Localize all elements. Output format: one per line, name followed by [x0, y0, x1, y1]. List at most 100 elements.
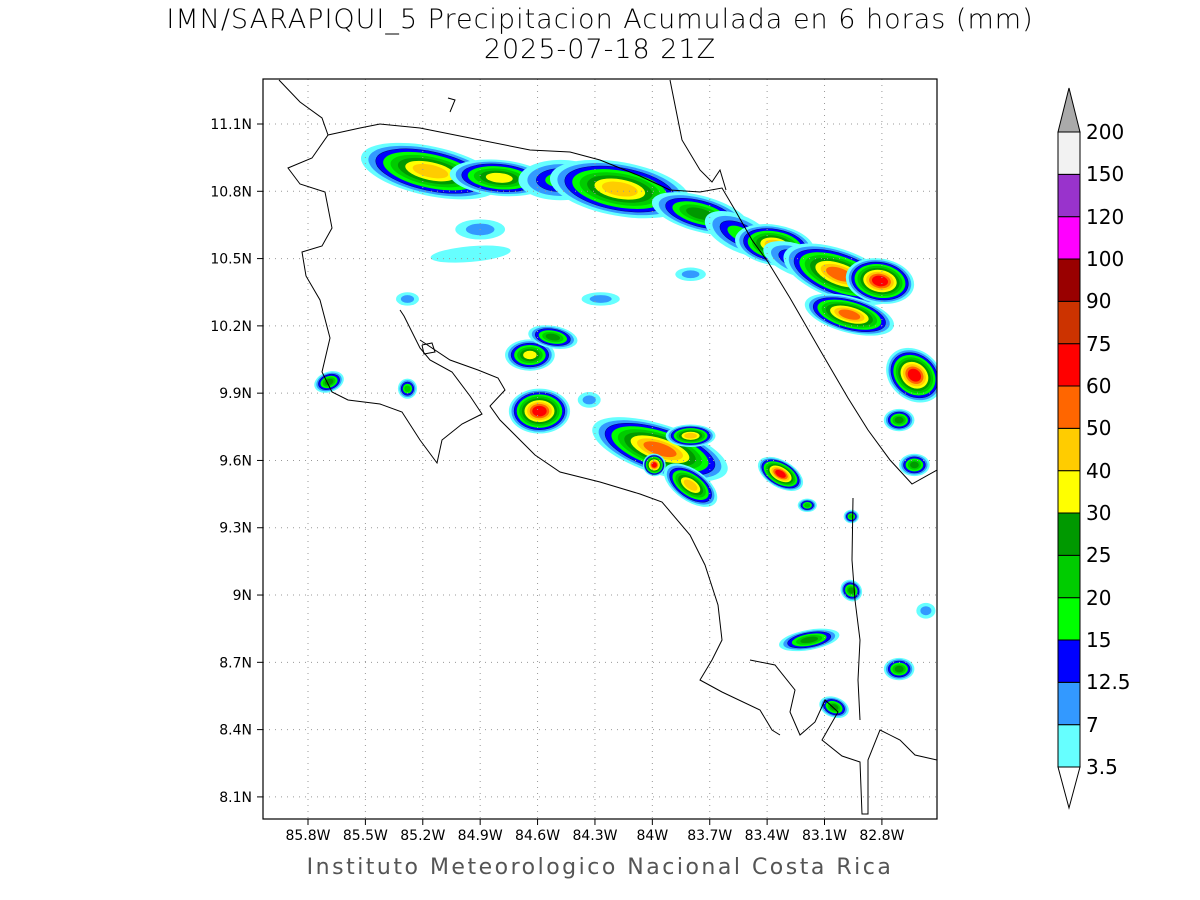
map-title: IMN/SARAPIQUI_5 Precipitacion Acumulada …: [166, 4, 1034, 35]
precip-cell: [886, 347, 937, 403]
precip-contour-25: [829, 704, 839, 711]
precip-contour-3.5: [430, 245, 511, 263]
precip-contour-40: [684, 432, 697, 439]
lat-tick-label: 10.2N: [210, 319, 252, 335]
precip-contour-7: [589, 295, 612, 303]
colorbar-label: 120: [1086, 204, 1125, 229]
colorbar-swatch-75: [1057, 300, 1081, 345]
precip-contour-20: [404, 385, 411, 392]
colorbar-label: 90: [1086, 289, 1112, 314]
precip-contour-25: [545, 333, 561, 341]
panama-border: [851, 497, 861, 721]
precip-contour-40: [412, 163, 449, 179]
precip-contour-20: [804, 503, 811, 508]
map-valid-time: 2025-07-18 21Z: [483, 34, 717, 65]
precip-cell: [675, 267, 706, 282]
precip-cell: [665, 424, 716, 447]
precip-contour-60: [871, 275, 889, 287]
lat-tick-label: 8.7N: [219, 655, 252, 671]
precip-contour-7: [582, 395, 596, 405]
precip-cell: [397, 378, 418, 399]
colorbar-swatch-150: [1057, 131, 1081, 175]
colorbar-label: 50: [1086, 416, 1112, 441]
precip-contour-40: [683, 479, 698, 491]
precip-contour-60: [775, 469, 786, 478]
colorbar: [1057, 87, 1081, 810]
precip-cell: [845, 258, 915, 304]
colorbar-label: 7: [1086, 712, 1099, 737]
osa-golfo-dulce-coast: [749, 659, 937, 815]
colorbar-label: 100: [1086, 247, 1125, 271]
precip-contour-25: [909, 461, 919, 469]
colorbar-label: 25: [1086, 543, 1112, 568]
precip-contour-7: [920, 606, 932, 616]
lon-tick-label: 85.5W: [343, 828, 388, 844]
precip-cell: [314, 371, 344, 393]
precip-cell: [797, 498, 817, 513]
colorbar-label: 200: [1086, 120, 1125, 144]
lon-tick-label: 84.6W: [515, 828, 560, 844]
colorbar-swatch-50: [1057, 385, 1081, 429]
precip-contour-25: [894, 416, 904, 424]
precip-contour-25: [800, 636, 819, 644]
lon-tick-label: 84W: [637, 828, 669, 844]
precip-cell: [663, 463, 718, 507]
lat-tick-label: 11.1N: [210, 117, 252, 133]
precip-cell: [505, 339, 555, 371]
precip-cell: [577, 392, 601, 408]
precip-cell: [430, 245, 511, 263]
precip-cell: [916, 602, 936, 619]
colorbar-swatch-90: [1057, 258, 1081, 302]
coastlines-borders: [278, 79, 937, 815]
gulf-of-nicoya-coast: [419, 339, 781, 736]
lat-tick-label: 9.3N: [219, 521, 252, 537]
colorbar-lower-arrow: [1057, 766, 1081, 810]
precip-contour-7: [400, 295, 415, 303]
colorbar-swatch-25: [1057, 512, 1081, 556]
lat-tick-label: 9.6N: [219, 453, 252, 469]
colorbar-upper-arrow: [1057, 87, 1081, 133]
colorbar-swatch-20: [1057, 554, 1081, 599]
pacific-coast-north: [278, 79, 483, 465]
lat-tick-label: 9.9N: [219, 386, 252, 402]
colorbar-label: 150: [1086, 162, 1125, 187]
precip-cell: [899, 453, 930, 477]
precip-contour-25: [894, 665, 904, 673]
plot-frame: [262, 78, 938, 820]
colorbar-swatch-7: [1057, 681, 1081, 726]
gulf-island: [421, 342, 436, 355]
colorbar-label: 75: [1086, 331, 1112, 356]
colorbar-swatch-40: [1057, 427, 1081, 472]
precip-cell: [779, 628, 840, 652]
colorbar-label: 15: [1086, 628, 1112, 652]
nicaragua-border: [327, 123, 381, 136]
precip-cell: [581, 292, 620, 306]
nicaragua-coast-north: [669, 79, 727, 191]
caribbean-coast: [379, 123, 937, 485]
lat-tick-label: 8.1N: [219, 790, 252, 806]
colorbar-swatch-12.5: [1057, 639, 1081, 683]
colorbar-swatch-15: [1057, 597, 1081, 641]
lake-nicaragua-shore: [447, 97, 456, 113]
colorbar-label: 12.5: [1086, 670, 1131, 695]
precip-contour-60: [907, 368, 922, 382]
precip-contour-7: [681, 270, 700, 279]
precip-cell: [592, 417, 728, 482]
precip-cell: [757, 456, 804, 491]
precip-contour-60: [651, 462, 657, 468]
lat-tick-label: 10.8N: [210, 184, 252, 200]
precip-cell: [642, 453, 666, 477]
axis-ticks: 85.8W 85.5W 85.2W 84.9W 84.6W 84.3W 84W 83.7W 83…: [210, 117, 904, 844]
precip-cell: [883, 408, 915, 432]
precipitation-field: [314, 142, 937, 719]
colorbar-swatch-120: [1057, 173, 1081, 218]
lon-tick-label: 83.1W: [802, 828, 847, 844]
graticule: [263, 79, 937, 819]
precip-contour-50: [643, 441, 677, 458]
precip-contour-50: [838, 309, 861, 320]
lat-tick-label: 8.4N: [219, 723, 252, 739]
precip-contour-25: [848, 587, 855, 594]
lon-tick-label: 84.3W: [572, 828, 617, 844]
colorbar-label: 30: [1086, 501, 1112, 525]
